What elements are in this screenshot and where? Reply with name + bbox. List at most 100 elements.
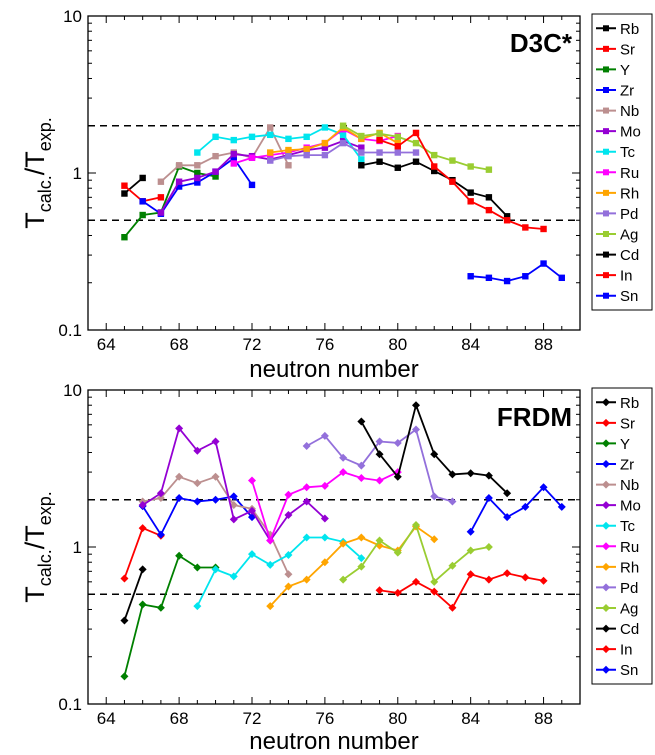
- data-point: [285, 135, 292, 143]
- data-point: [394, 164, 401, 171]
- data-point: [285, 152, 292, 160]
- data-point: [339, 453, 348, 462]
- legend-item-Tc: Tc: [596, 518, 636, 535]
- legend-item-Zr: Zr: [596, 83, 634, 100]
- data-point: [430, 587, 439, 596]
- data-point: [211, 437, 220, 446]
- data-point: [320, 533, 329, 542]
- data-point: [284, 510, 293, 519]
- data-point: [485, 274, 493, 282]
- legend-item-Pd: Pd: [596, 580, 638, 597]
- data-point: [138, 565, 147, 574]
- data-point: [320, 558, 329, 567]
- data-point: [521, 573, 530, 582]
- data-point: [412, 577, 420, 586]
- legend-item-Cd: Cd: [596, 247, 639, 264]
- data-point: [156, 489, 165, 498]
- data-point: [302, 533, 311, 542]
- legend-label: In: [620, 642, 633, 659]
- data-point: [230, 136, 237, 144]
- legend-label: Ru: [620, 539, 639, 556]
- data-point: [157, 209, 165, 216]
- x-tick-label: 72: [243, 709, 262, 728]
- legend-marker: [602, 501, 610, 510]
- data-point: [431, 151, 438, 159]
- legend-label: Mo: [620, 498, 641, 515]
- data-point: [229, 515, 238, 524]
- y-axis-label-part: T: [20, 212, 50, 229]
- data-point: [431, 167, 438, 175]
- data-point: [267, 157, 274, 164]
- x-tick-label: 68: [170, 709, 189, 728]
- legend-marker: [602, 665, 610, 674]
- series-Tc: [194, 124, 365, 163]
- data-point: [156, 530, 165, 539]
- data-point: [357, 554, 366, 563]
- data-point: [230, 155, 237, 162]
- data-point: [430, 577, 439, 586]
- data-point: [467, 273, 474, 280]
- data-point: [303, 133, 310, 141]
- data-point: [412, 425, 420, 434]
- series-line: [342, 522, 490, 584]
- data-point: [467, 163, 474, 170]
- data-point: [302, 483, 311, 492]
- data-point: [522, 273, 529, 280]
- data-point: [394, 143, 401, 150]
- legend-item-Ag: Ag: [596, 227, 638, 244]
- legend-marker: [602, 418, 610, 427]
- series-In: [375, 569, 548, 612]
- y-axis-label: Tcalc./Texp.: [20, 117, 55, 229]
- y-tick-label: 10: [63, 381, 82, 400]
- series-line: [379, 572, 544, 610]
- series-Rb: [120, 565, 147, 625]
- series-line: [469, 485, 563, 533]
- legend-item-Ru: Ru: [596, 165, 639, 182]
- data-point: [248, 154, 256, 161]
- legend-marker: [602, 604, 610, 612]
- series-Rh: [266, 522, 439, 611]
- data-point: [522, 224, 529, 231]
- data-point: [194, 174, 201, 182]
- legend-item-In: In: [596, 268, 633, 285]
- data-point: [194, 179, 201, 186]
- data-point: [376, 149, 383, 156]
- legend-label: Zr: [620, 83, 634, 100]
- data-point: [175, 551, 184, 560]
- y-tick-label: 1: [73, 538, 82, 557]
- series-In: [376, 129, 547, 233]
- legend-item-Sr: Sr: [596, 415, 635, 432]
- legend: Rb Sr Y Zr Nb Mo Tc Ru Rh Pd Ag Cd In Sn: [591, 13, 653, 311]
- y-axis-label-subscript: calc.: [35, 175, 55, 212]
- legend-marker: [603, 189, 609, 196]
- data-point: [484, 575, 493, 584]
- x-tick-label: 64: [97, 335, 116, 354]
- data-point: [484, 543, 493, 551]
- data-point: [503, 489, 512, 498]
- chart-panel-1: 64 68 72 76 80 84 88 0.1 1 10 D3C* neutron number Tc…: [20, 7, 653, 383]
- data-point: [211, 495, 220, 504]
- y-axis-label-subscript: exp.: [35, 491, 55, 525]
- data-point: [267, 124, 274, 131]
- data-point: [394, 149, 401, 156]
- data-point: [503, 513, 512, 522]
- data-point: [376, 130, 383, 137]
- data-point: [157, 194, 165, 201]
- y-tick-label: 0.1: [58, 695, 82, 714]
- series-Cd: [357, 401, 512, 498]
- legend-label: Y: [620, 436, 630, 453]
- data-point: [339, 539, 348, 548]
- data-point: [466, 546, 475, 555]
- series-Mo: [138, 424, 329, 545]
- legend-marker: [603, 87, 609, 93]
- legend-item-Sr: Sr: [596, 41, 635, 58]
- y-axis-label-part: /T: [20, 525, 50, 549]
- x-tick-label: 72: [243, 335, 262, 354]
- series-Rb: [121, 174, 146, 197]
- data-point: [284, 582, 293, 591]
- data-point: [121, 190, 128, 197]
- data-point: [357, 474, 366, 483]
- data-point: [175, 178, 183, 185]
- data-point: [267, 131, 274, 139]
